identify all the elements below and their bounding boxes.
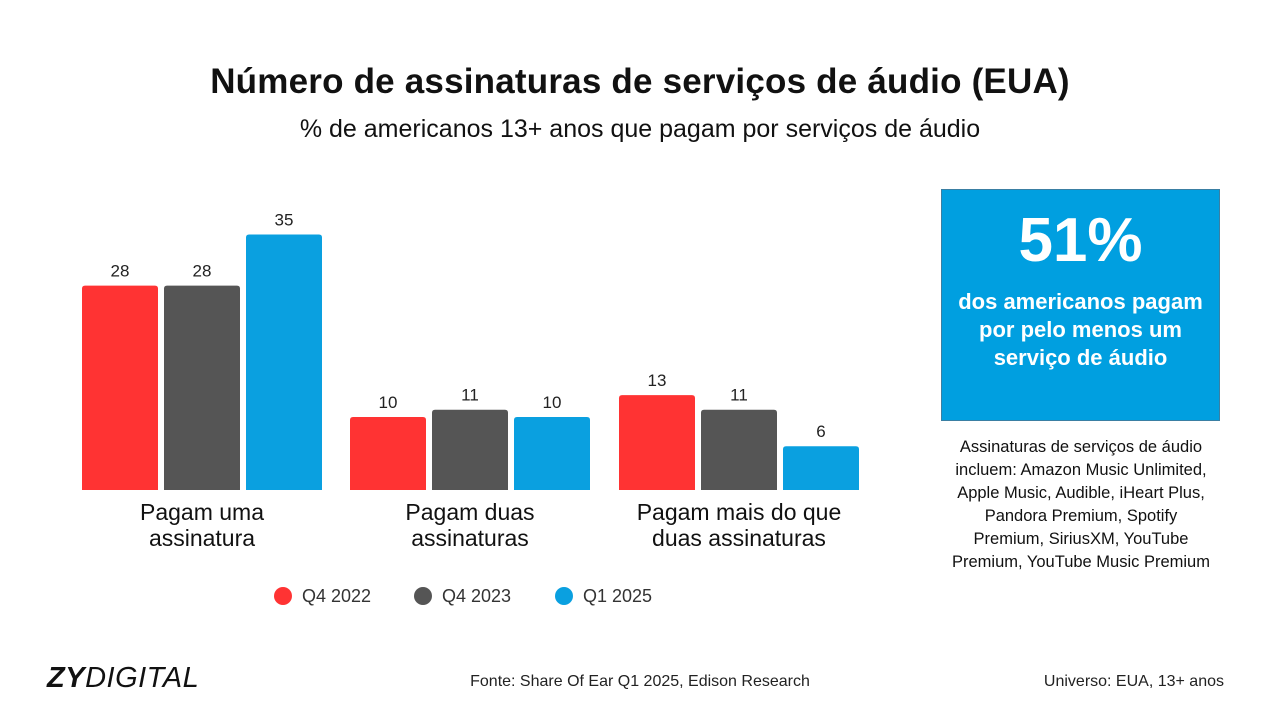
- callout-percentage: 51%: [1018, 206, 1143, 275]
- legend-marker: [414, 587, 432, 605]
- legend-marker: [555, 587, 573, 605]
- bar: [164, 285, 240, 490]
- legend-label: Q1 2025: [583, 586, 652, 606]
- source-note: Fonte: Share Of Ear Q1 2025, Edison Rese…: [470, 673, 810, 690]
- data-label: 11: [730, 386, 748, 405]
- legend-marker: [274, 587, 292, 605]
- chart-title: Número de assinaturas de serviços de áud…: [210, 62, 1070, 101]
- bar: [432, 409, 508, 490]
- category-label: assinaturas: [411, 525, 529, 551]
- data-label: 28: [111, 262, 130, 281]
- data-label: 11: [461, 386, 479, 405]
- services-note: Assinaturas de serviços de áudio incluem…: [952, 438, 1210, 571]
- logo-light-part: DIGITAL: [85, 662, 200, 694]
- bar: [619, 395, 695, 490]
- logo-bold-part: ZY: [47, 662, 86, 694]
- legend-label: Q4 2022: [302, 586, 371, 606]
- bar: [82, 285, 158, 490]
- category-label: duas assinaturas: [652, 525, 826, 551]
- category-label: assinatura: [149, 525, 255, 551]
- highlight-callout: 51% dos americanos pagam por pelo menos …: [941, 189, 1220, 421]
- legend-label: Q4 2023: [442, 586, 511, 606]
- bar: [350, 417, 426, 490]
- bar: [514, 417, 590, 490]
- callout-text: dos americanos pagam por pelo menos um s…: [958, 289, 1203, 370]
- bar: [701, 409, 777, 490]
- zydigital-logo: ZYDIGITAL: [47, 664, 199, 693]
- bar: [246, 234, 322, 490]
- universe-note: Universo: EUA, 13+ anos: [1043, 673, 1224, 690]
- data-label: 6: [816, 422, 825, 441]
- category-label: Pagam duas: [405, 499, 534, 525]
- data-label: 10: [543, 393, 562, 412]
- category-label: Pagam mais do que: [637, 499, 842, 525]
- data-label: 35: [275, 211, 294, 230]
- data-label: 10: [379, 393, 398, 412]
- chart-subtitle: % de americanos 13+ anos que pagam por s…: [299, 115, 981, 143]
- bar: [783, 446, 859, 490]
- data-label: 13: [648, 371, 667, 390]
- category-label: Pagam uma: [140, 499, 264, 525]
- data-label: 28: [193, 262, 212, 281]
